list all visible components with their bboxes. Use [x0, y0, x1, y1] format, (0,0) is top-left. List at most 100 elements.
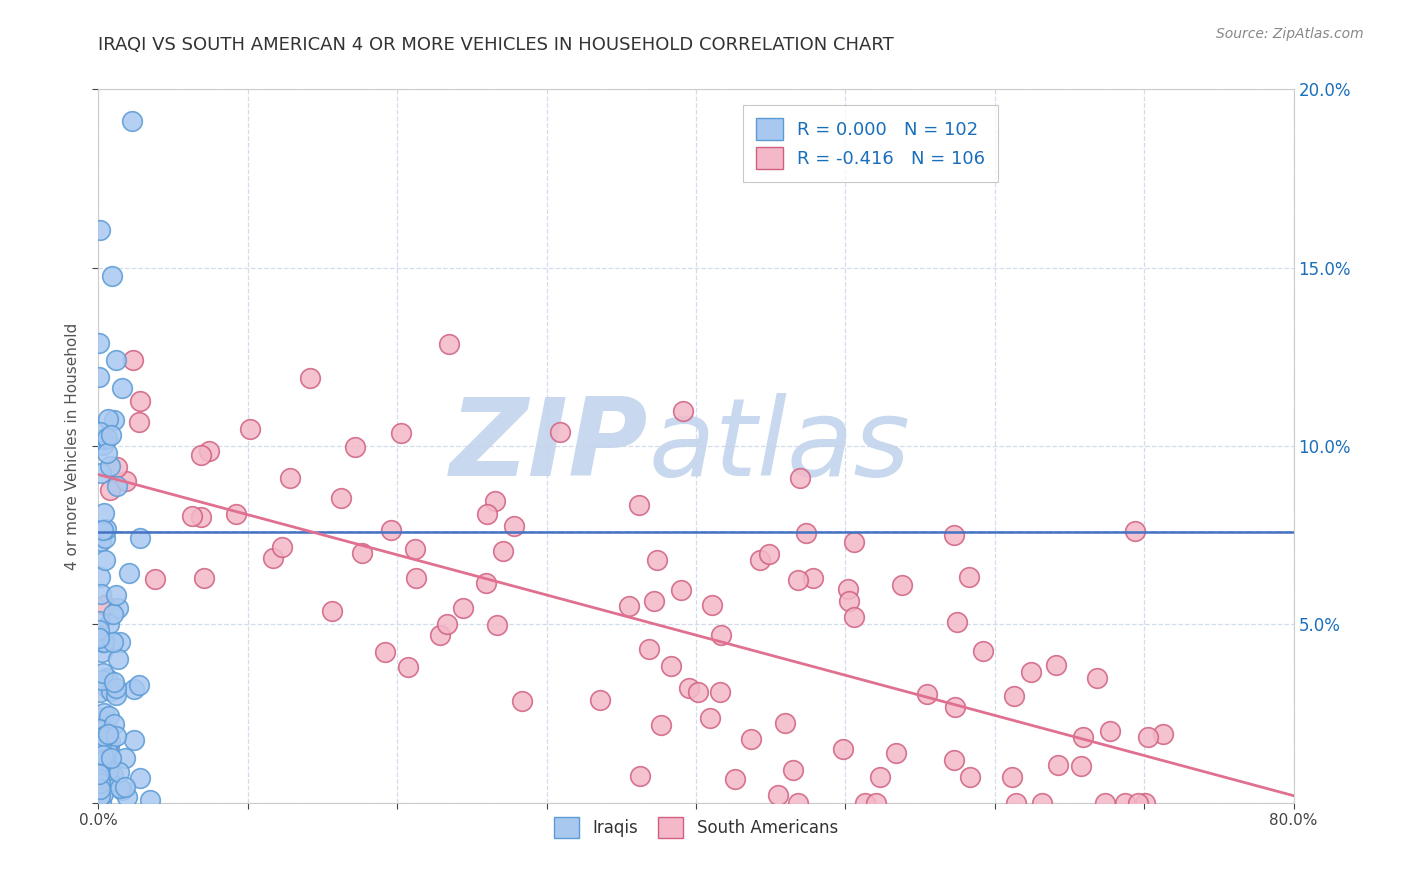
Point [91, 635, 114, 649]
Point [350, 546, 373, 560]
Point [107, 600, 129, 615]
Point [838, 593, 860, 607]
Point [101, 268, 124, 283]
Point [343, 440, 366, 454]
Point [105, 588, 128, 602]
Text: ZIP: ZIP [450, 393, 648, 499]
Point [853, 796, 876, 810]
Point [749, 553, 772, 567]
Point [90, 795, 112, 809]
Point [842, 535, 865, 549]
Point [94, 553, 117, 567]
Point [100, 683, 122, 698]
Point [90, 467, 112, 481]
Point [91, 747, 114, 762]
Point [104, 729, 127, 743]
Point [391, 426, 413, 441]
Point [672, 404, 695, 418]
Point [789, 471, 811, 485]
Point [844, 610, 866, 624]
Point [709, 685, 731, 699]
Point [740, 731, 762, 746]
Point [972, 644, 994, 658]
Point [96, 681, 118, 695]
Point [1123, 524, 1146, 538]
Point [484, 493, 506, 508]
Point [957, 570, 980, 584]
Point [87, 722, 110, 736]
Point [884, 747, 907, 761]
Point [475, 507, 498, 521]
Point [87, 767, 110, 781]
Point [278, 471, 301, 485]
Point [105, 460, 128, 475]
Point [94, 430, 117, 444]
Point [782, 764, 804, 778]
Point [124, 681, 146, 696]
Point [118, 566, 141, 580]
Point [262, 551, 284, 566]
Point [1099, 724, 1122, 739]
Point [380, 523, 402, 537]
Point [1094, 796, 1116, 810]
Point [89, 569, 111, 583]
Point [396, 660, 419, 674]
Point [699, 711, 721, 725]
Point [502, 518, 524, 533]
Point [111, 380, 134, 394]
Point [103, 674, 125, 689]
Point [107, 652, 129, 666]
Point [89, 623, 111, 637]
Point [108, 780, 131, 795]
Point [451, 600, 474, 615]
Point [90, 752, 112, 766]
Point [100, 751, 122, 765]
Point [105, 681, 128, 695]
Point [93, 506, 115, 520]
Point [374, 645, 396, 659]
Point [645, 553, 668, 567]
Point [1005, 796, 1028, 810]
Point [122, 733, 145, 747]
Point [87, 756, 110, 770]
Point [129, 771, 152, 785]
Point [90, 755, 112, 769]
Point [89, 685, 111, 699]
Point [710, 628, 733, 642]
Point [94, 522, 117, 536]
Point [94, 598, 117, 612]
Point [96, 739, 118, 753]
Point [492, 544, 515, 558]
Point [90, 587, 112, 601]
Point [942, 527, 965, 541]
Point [436, 617, 458, 632]
Point [801, 571, 824, 585]
Point [103, 717, 125, 731]
Point [98, 709, 121, 723]
Point [890, 577, 912, 591]
Point [121, 353, 143, 368]
Point [91, 645, 114, 659]
Point [475, 576, 498, 591]
Point [193, 571, 215, 585]
Point [97, 727, 120, 741]
Point [638, 642, 661, 657]
Point [239, 422, 262, 436]
Point [766, 788, 789, 802]
Point [1031, 796, 1053, 810]
Point [91, 673, 114, 687]
Point [91, 432, 114, 446]
Point [1128, 796, 1150, 810]
Point [89, 711, 111, 725]
Point [723, 772, 745, 787]
Point [114, 751, 136, 765]
Point [91, 787, 114, 801]
Point [91, 723, 114, 738]
Point [429, 628, 451, 642]
Point [128, 415, 150, 429]
Point [1152, 727, 1174, 741]
Point [321, 604, 343, 618]
Point [97, 763, 120, 777]
Point [1001, 770, 1024, 784]
Point [93, 729, 115, 743]
